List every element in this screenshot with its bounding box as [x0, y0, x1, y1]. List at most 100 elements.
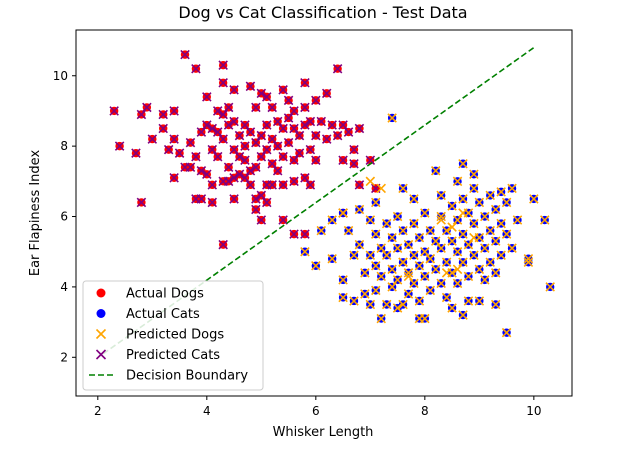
predicted-dog-point [469, 169, 479, 180]
predicted-dog-point [458, 310, 468, 320]
predicted-dog-point [398, 299, 408, 310]
predicted-cat-point [267, 158, 277, 169]
predicted-dog-point [436, 243, 446, 253]
predicted-cat-point [294, 148, 305, 158]
predicted-cat-point [272, 116, 283, 127]
predicted-cat-point [229, 144, 239, 155]
predicted-dog-point [425, 225, 436, 236]
predicted-cat-point [289, 123, 299, 134]
legend-marker [95, 349, 107, 360]
predicted-dog-point [392, 243, 403, 253]
predicted-dog-point [409, 194, 419, 204]
predicted-cat-point [218, 239, 228, 250]
predicted-cat-point [354, 123, 365, 134]
legend-item: Decision Boundary [89, 369, 248, 384]
predicted-dog-point [458, 257, 468, 268]
predicted-dog-point [463, 271, 474, 282]
predicted-cat-point [256, 215, 267, 225]
y-tick-label: 4 [60, 280, 68, 294]
predicted-dog-point [371, 285, 381, 296]
predicted-cat-point [349, 158, 359, 169]
plot-frame [75, 29, 573, 397]
predicted-cat-point [196, 127, 207, 137]
predicted-dog-point [507, 243, 517, 253]
predicted-cat-point [278, 180, 288, 190]
predicted-dog-point [490, 204, 501, 215]
predicted-cat-point [251, 102, 261, 113]
predicted-cat-point [245, 180, 256, 190]
legend-marker [96, 309, 106, 318]
predicted-dog-point [311, 261, 321, 271]
predicted-cat-point [300, 173, 310, 183]
x-axis-label: Whisker Length [273, 425, 374, 440]
predicted-cat-point [234, 151, 245, 162]
predicted-dog-point [441, 292, 452, 303]
predicted-dog-point [338, 292, 348, 303]
predicted-cat-point [229, 194, 239, 204]
predicted-dog-point [529, 194, 539, 204]
predicted-cat-point [354, 180, 365, 190]
predicted-dog-point [300, 246, 310, 257]
predicted-cat-point [300, 120, 310, 130]
predicted-dog-point [441, 257, 452, 268]
predicted-dog-point [360, 289, 370, 299]
predicted-dog-point [376, 243, 386, 253]
predicted-dog-point [425, 285, 436, 296]
predicted-dog-point [420, 208, 430, 218]
predicted-dog-point [365, 250, 376, 260]
predicted-dog-point [343, 225, 354, 236]
predicted-dog-point [485, 190, 496, 201]
predicted-cat-point [212, 151, 223, 162]
legend: Actual Dogs Actual Cats Predicted Dogs Pred… [82, 280, 264, 391]
predicted-cat-point [229, 116, 239, 127]
predicted-dog-point [409, 250, 419, 260]
predicted-cat-point [202, 92, 212, 102]
predicted-dog-point [327, 215, 337, 225]
predicted-dog-point [452, 264, 463, 275]
predicted-dog-point [469, 218, 479, 229]
legend-item: Actual Dogs [96, 287, 204, 302]
predicted-dog-point [327, 253, 337, 264]
predicted-dog-point [398, 183, 408, 194]
predicted-cat-point [212, 106, 223, 116]
predicted-cat-point [207, 144, 218, 155]
predicted-dog-point [507, 183, 517, 194]
predicted-cat-point [109, 106, 119, 116]
predicted-cat-point [245, 166, 256, 176]
predicted-cat-point [212, 127, 223, 137]
predicted-cat-point [311, 130, 321, 141]
x-tick-label: 10 [526, 404, 541, 418]
predicted-dog-point [452, 246, 463, 257]
predicted-dog-point [420, 271, 430, 282]
predicted-cat-point [289, 229, 299, 239]
predicted-dog-point [441, 225, 452, 236]
predicted-cat-point [327, 120, 337, 130]
predicted-cat-point [305, 116, 316, 127]
predicted-cat-point [283, 95, 294, 106]
y-axis-label: Ear Flapiness Index [28, 150, 43, 277]
predicted-dog-point [360, 268, 370, 278]
predicted-cat-point [234, 169, 245, 180]
predicted-dog-point [496, 250, 506, 260]
predicted-cat-point [278, 123, 288, 134]
predicted-cat-point [245, 81, 256, 92]
predicted-cat-point [191, 63, 201, 74]
x-tick-label: 2 [94, 404, 102, 418]
predicted-dog-point [354, 204, 365, 215]
predicted-cat-point [158, 109, 168, 120]
predicted-dog-point [523, 257, 534, 268]
predicted-dog-point [430, 236, 441, 246]
predicted-dog-point [349, 250, 359, 260]
predicted-cat-point [207, 123, 218, 134]
predicted-cat-point [169, 134, 179, 144]
predicted-cat-point [338, 155, 348, 165]
y-tick-label: 2 [60, 350, 68, 364]
predicted-dog-point [490, 299, 501, 310]
x-axis-ticks: 2 4 6 8 10 [94, 396, 541, 418]
predicted-cat-point [240, 173, 250, 183]
predicted-dog-point [414, 261, 425, 271]
predicted-cat-point [251, 204, 261, 215]
predicted-cat-point [332, 63, 343, 74]
predicted-cat-point [158, 123, 168, 134]
predicted-cat-point [240, 141, 250, 151]
